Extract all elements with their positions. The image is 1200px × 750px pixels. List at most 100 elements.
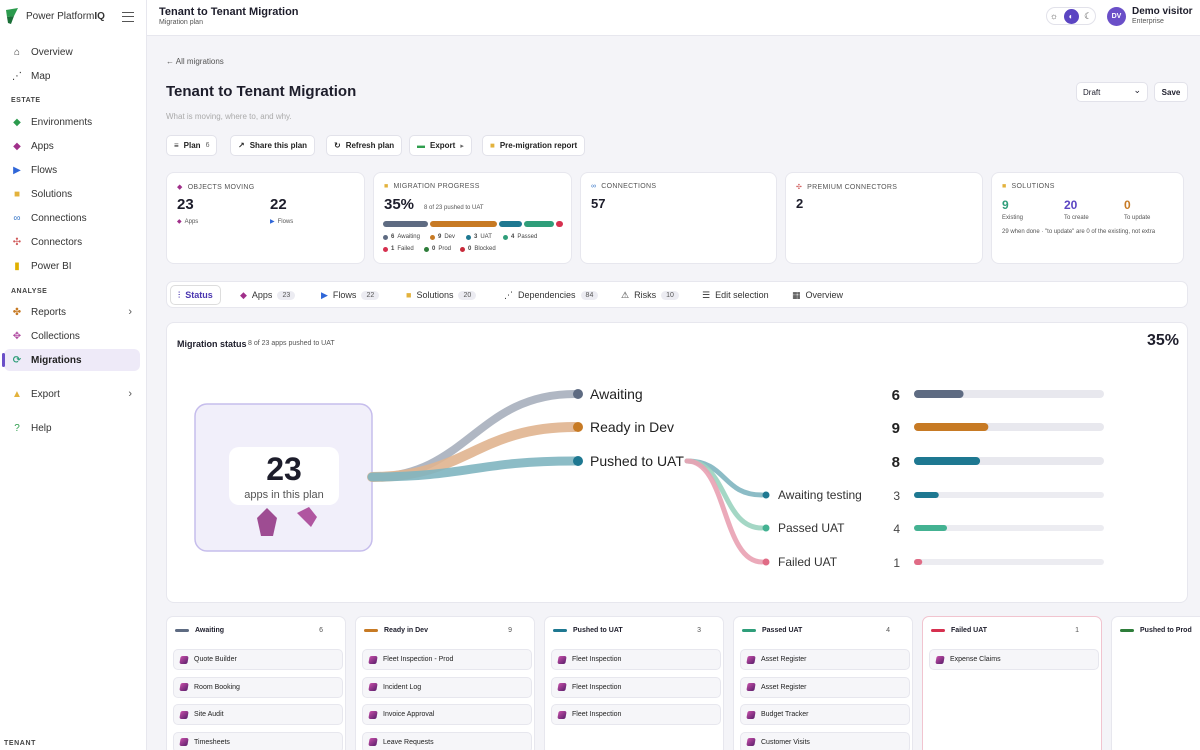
link-icon: ∞ [591, 183, 597, 190]
export-button[interactable]: ▬ Export ▸ [409, 135, 472, 156]
user-name: Demo visitor [1132, 6, 1193, 17]
sun-icon[interactable]: ☼ [1049, 11, 1059, 21]
column-color-bar [553, 629, 567, 632]
sidebar-item-export[interactable]: ▲ Export › [4, 383, 140, 405]
sidebar-item-map[interactable]: ⋰ Map [4, 65, 140, 87]
section-estate: ESTATE [11, 97, 41, 104]
tab-overview[interactable]: ▦ Overview [792, 289, 844, 301]
legend-prod: 0 Prod [424, 246, 451, 252]
share-plan-button[interactable]: ↗ Share this plan [230, 135, 316, 156]
pre-migration-report-button[interactable]: ■ Pre-migration report [482, 135, 586, 156]
powerapps-icon [746, 738, 756, 746]
plan-button[interactable]: ≡ Plan 6 [166, 135, 218, 156]
sidebar-item-connections[interactable]: ∞ Connections [4, 207, 140, 229]
migration-status-panel: Migration status 8 of 23 apps pushed to … [166, 322, 1188, 603]
column-header: Pushed to UAT [553, 627, 623, 634]
sidebar-item-label: Power BI [31, 260, 72, 272]
kanban-card[interactable]: Site Audit [173, 704, 343, 725]
sidebar-item-reports[interactable]: ✤ Reports › [4, 301, 140, 323]
tab-status[interactable]: ⫶ Status [170, 285, 221, 305]
topbar-subtitle: Migration plan [159, 19, 203, 26]
kanban-card[interactable]: Fleet Inspection [551, 676, 721, 698]
column-count: 6 [319, 627, 323, 634]
sub-stage-dot-1 [762, 524, 770, 532]
sidebar-item-flows[interactable]: ▶ Flows [4, 159, 140, 181]
tab-apps[interactable]: ◆ Apps 23 [233, 285, 302, 305]
kanban-card[interactable]: Fleet Inspection - Prod [362, 649, 532, 670]
kanban-card[interactable]: Leave Requests [362, 731, 532, 750]
kanban-card[interactable]: Incident Log [362, 676, 532, 698]
progress-subtitle: 8 of 23 pushed to UAT [424, 205, 484, 211]
sidebar-item-overview[interactable]: ⌂ Overview [4, 41, 140, 63]
sidebar-item-label: Solutions [31, 188, 73, 200]
tab-dependencies[interactable]: ⋰ Dependencies 84 [497, 285, 605, 305]
sidebar-item-label: Reports [31, 306, 67, 318]
sidebar-item-apps[interactable]: ◆ Apps [4, 135, 140, 157]
kanban-card-label: Timesheets [194, 738, 230, 746]
create-label: To create [1064, 215, 1089, 221]
app-logo[interactable]: Power PlatformIQ [4, 7, 105, 25]
back-link[interactable]: ← All migrations [166, 57, 224, 66]
connectors-icon: ✣ [796, 184, 803, 191]
avatar[interactable]: DV [1107, 7, 1126, 26]
sub-ribbon-2 [684, 458, 765, 565]
powerapps-icon [746, 655, 756, 664]
sidebar-item-powerbi[interactable]: ▮ Power BI [4, 255, 140, 277]
stage-bar-2 [914, 457, 981, 465]
menu-toggle-icon[interactable] [122, 12, 134, 22]
legend-failed: 1 Failed [383, 246, 414, 252]
kanban-card[interactable]: Timesheets [173, 731, 343, 750]
refresh-plan-button[interactable]: ↻ Refresh plan [326, 135, 403, 156]
tab-solutions[interactable]: ■ Solutions 20 [399, 285, 483, 305]
sub-stage-dot-2 [762, 558, 770, 566]
sidebar-item-environments[interactable]: ◆ Environments [4, 111, 140, 133]
kanban-card[interactable]: Fleet Inspection [551, 704, 721, 725]
powerapps-icon [179, 683, 189, 691]
column-color-bar [364, 629, 378, 632]
progress-bar [383, 221, 563, 227]
kanban-card[interactable]: Asset Register [740, 649, 910, 670]
sidebar-item-help[interactable]: ? Help [4, 417, 140, 439]
tab-edit-selection[interactable]: ☰ Edit selection [702, 289, 769, 301]
status-select[interactable]: Draft [1076, 82, 1148, 102]
sidebar-item-connectors[interactable]: ✣ Connectors [4, 231, 140, 253]
kanban-column-passed-uat: Passed UAT 4 Asset Register Asset Register B… [733, 616, 913, 750]
kanban-card[interactable]: Budget Tracker [740, 704, 910, 725]
column-color-bar [175, 629, 189, 632]
kanban-card[interactable]: Invoice Approval [362, 704, 532, 725]
card-title: ■ SOLUTIONS [1002, 183, 1055, 190]
stage-count-2: 8 [892, 454, 900, 471]
solutions-icon: ■ [1002, 183, 1007, 190]
bar-chart-icon: ⫶ [178, 289, 181, 300]
panel-title: Migration status [177, 339, 247, 349]
sidebar-item-collections[interactable]: ✥ Collections [4, 325, 140, 347]
contrast-icon[interactable]: ◐ [1063, 8, 1079, 24]
kanban-card-label: Fleet Inspection [572, 683, 622, 691]
progress-segment-awaiting [383, 221, 428, 227]
kanban-card-label: Incident Log [383, 683, 422, 691]
progress-segment-uat [499, 221, 522, 227]
kanban-card-label: Quote Builder [194, 656, 237, 663]
stage-label-1: Ready in Dev [590, 419, 674, 435]
kanban-card[interactable]: Fleet Inspection [551, 649, 721, 670]
flows-label: ▶ Flows [270, 218, 294, 226]
section-tenant: TENANT [4, 740, 36, 747]
kanban-card[interactable]: Expense Claims [929, 649, 1099, 670]
kanban-card[interactable]: Asset Register [740, 676, 910, 698]
kanban-card[interactable]: Quote Builder [173, 649, 343, 670]
tab-risks[interactable]: ⚠ Risks 10 [614, 285, 686, 305]
page-description: What is moving, where to, and why. [166, 112, 292, 121]
apps-count: 23 [177, 196, 194, 213]
moon-icon[interactable]: ☾ [1084, 10, 1093, 21]
save-button[interactable]: Save [1154, 82, 1188, 102]
stage-bar-1 [914, 423, 989, 431]
sub-stage-label-1: Passed UAT [778, 521, 845, 535]
sidebar-item-migrations[interactable]: ⟳ Migrations [2, 349, 140, 371]
chevron-right-icon: › [128, 388, 132, 400]
kanban-card[interactable]: Customer Visits [740, 731, 910, 750]
sidebar-item-solutions[interactable]: ■ Solutions [4, 183, 140, 205]
sub-stage-label-2: Failed UAT [778, 555, 838, 569]
tab-flows[interactable]: ▶ Flows 22 [314, 285, 386, 305]
share-icon: ⋰ [504, 289, 513, 300]
kanban-card[interactable]: Room Booking [173, 676, 343, 698]
